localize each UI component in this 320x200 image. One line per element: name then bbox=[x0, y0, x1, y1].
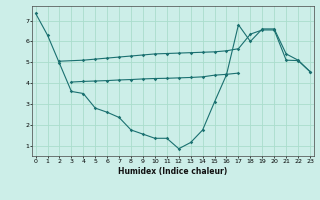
X-axis label: Humidex (Indice chaleur): Humidex (Indice chaleur) bbox=[118, 167, 228, 176]
